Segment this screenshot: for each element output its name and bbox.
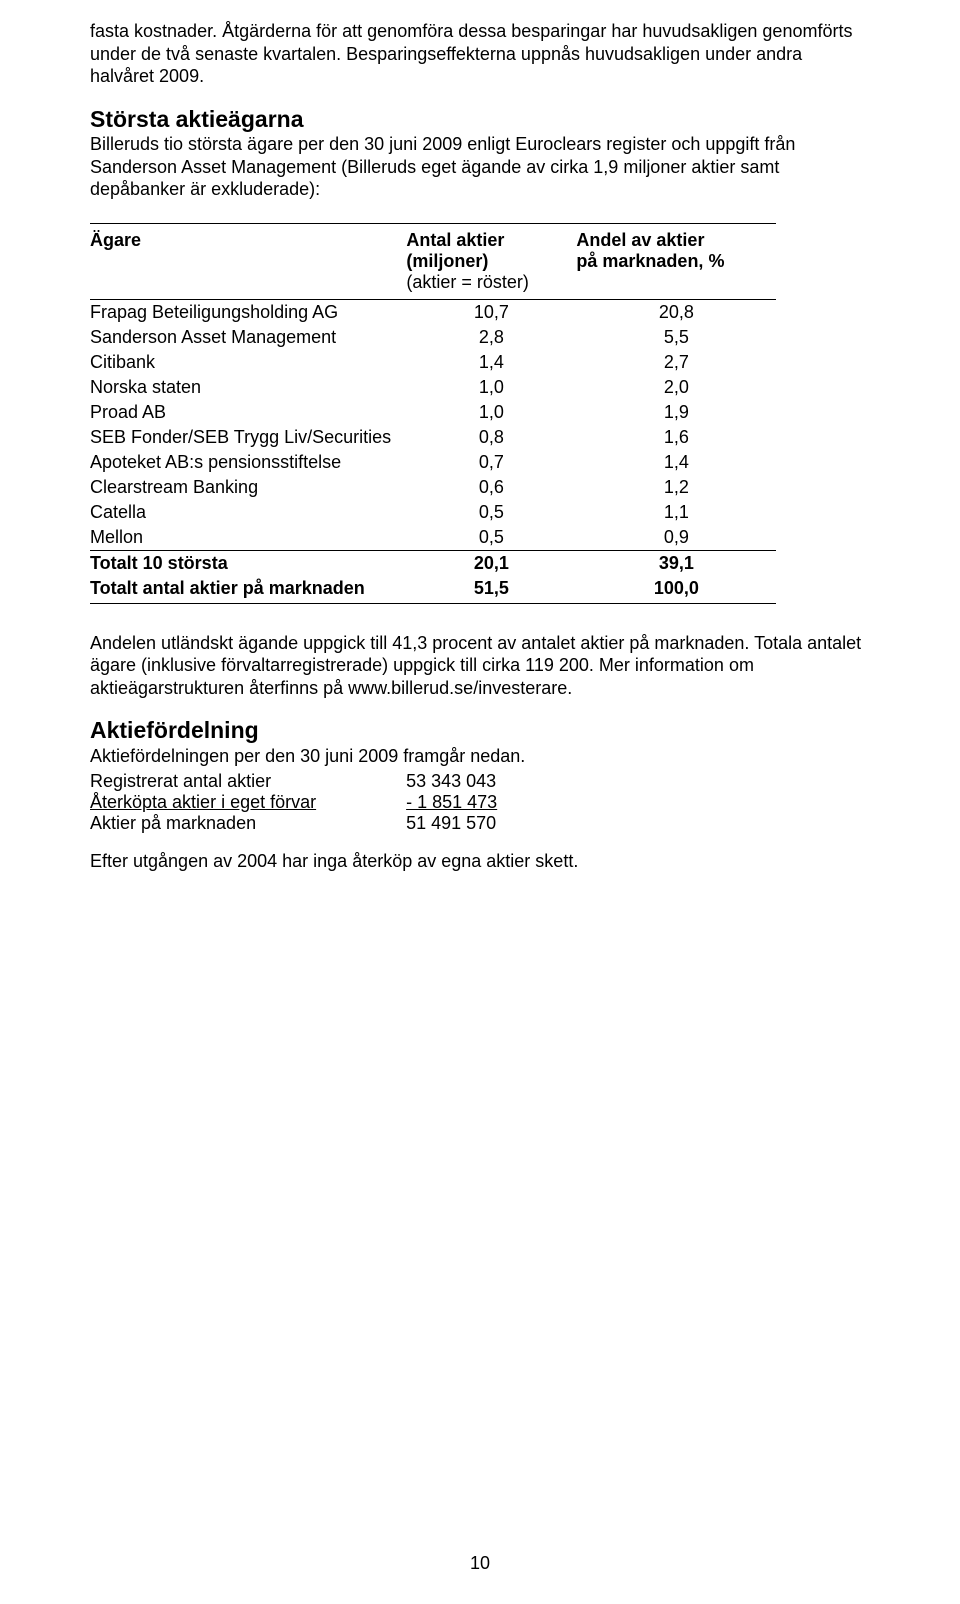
owner-name: Catella (90, 500, 406, 525)
total-name: Totalt antal aktier på marknaden (90, 576, 406, 604)
owner-shares: 0,7 (406, 450, 576, 475)
document-page: fasta kostnader. Åtgärderna för att geno… (0, 0, 960, 1604)
total-pct: 100,0 (576, 576, 776, 604)
table-row: Proad AB 1,0 1,9 (90, 400, 776, 425)
table-row: Frapag Beteiligungsholding AG 10,7 20,8 (90, 299, 776, 325)
totals-row: Totalt antal aktier på marknaden 51,5 10… (90, 576, 776, 604)
owner-name: Mellon (90, 525, 406, 551)
owner-name: Clearstream Banking (90, 475, 406, 500)
col-owner-header: Ägare (90, 223, 406, 299)
table-row: Citibank 1,4 2,7 (90, 350, 776, 375)
owner-name: Norska staten (90, 375, 406, 400)
total-name: Totalt 10 största (90, 550, 406, 576)
total-pct: 39,1 (576, 550, 776, 576)
owner-pct: 1,1 (576, 500, 776, 525)
table-row: Catella 0,5 1,1 (90, 500, 776, 525)
table-row: Mellon 0,5 0,9 (90, 525, 776, 551)
table-row: Sanderson Asset Management 2,8 5,5 (90, 325, 776, 350)
dist-value: - 1 851 473 (406, 792, 497, 813)
owner-name: Frapag Beteiligungsholding AG (90, 299, 406, 325)
table-row: SEB Fonder/SEB Trygg Liv/Securities 0,8 … (90, 425, 776, 450)
distribution-body: Aktiefördelningen per den 30 juni 2009 f… (90, 746, 525, 766)
table-row: Clearstream Banking 0,6 1,2 (90, 475, 776, 500)
table-row: Norska staten 1,0 2,0 (90, 375, 776, 400)
owner-shares: 1,4 (406, 350, 576, 375)
post-table-paragraph: Andelen utländskt ägande uppgick till 41… (90, 632, 870, 700)
owner-pct: 1,2 (576, 475, 776, 500)
owner-name: Citibank (90, 350, 406, 375)
owner-shares: 0,5 (406, 500, 576, 525)
dist-label: Registrerat antal aktier (90, 771, 406, 792)
col-pct-header: Andel av aktier på marknaden, % (576, 223, 776, 299)
distribution-heading: Aktiefördelning (90, 717, 259, 743)
closing-paragraph: Efter utgången av 2004 har inga återköp … (90, 850, 870, 873)
owners-section: Största aktieägarna Billeruds tio störst… (90, 106, 870, 201)
owner-name: SEB Fonder/SEB Trygg Liv/Securities (90, 425, 406, 450)
page-number: 10 (0, 1553, 960, 1574)
owner-shares: 0,8 (406, 425, 576, 450)
owner-name: Proad AB (90, 400, 406, 425)
shares-label1: Antal aktier (406, 230, 504, 250)
owner-label: Ägare (90, 230, 141, 250)
total-shares: 51,5 (406, 576, 576, 604)
pct-label1: Andel av aktier (576, 230, 704, 250)
dist-value: 51 491 570 (406, 813, 497, 834)
distribution-table: Registrerat antal aktier 53 343 043 Åter… (90, 771, 497, 834)
owner-shares: 0,6 (406, 475, 576, 500)
owner-pct: 20,8 (576, 299, 776, 325)
owner-shares: 1,0 (406, 375, 576, 400)
owners-table: Ägare Antal aktier (miljoner) (aktier = … (90, 223, 776, 604)
owners-heading: Största aktieägarna (90, 106, 303, 132)
col-shares-header: Antal aktier (miljoner) (aktier = röster… (406, 223, 576, 299)
owner-pct: 5,5 (576, 325, 776, 350)
owner-pct: 2,0 (576, 375, 776, 400)
dist-label: Aktier på marknaden (90, 813, 406, 834)
pct-label2: på marknaden, % (576, 251, 724, 271)
shares-label3: (aktier = röster) (406, 272, 529, 292)
intro-paragraph: fasta kostnader. Åtgärderna för att geno… (90, 20, 870, 88)
shares-label2: (miljoner) (406, 251, 488, 271)
owner-pct: 1,6 (576, 425, 776, 450)
dist-value: 53 343 043 (406, 771, 497, 792)
table-row: Apoteket AB:s pensionsstiftelse 0,7 1,4 (90, 450, 776, 475)
owner-pct: 1,9 (576, 400, 776, 425)
owner-pct: 2,7 (576, 350, 776, 375)
totals-row: Totalt 10 största 20,1 39,1 (90, 550, 776, 576)
dist-label: Återköpta aktier i eget förvar (90, 792, 406, 813)
owner-name: Sanderson Asset Management (90, 325, 406, 350)
distribution-section: Aktiefördelning Aktiefördelningen per de… (90, 717, 870, 767)
owner-shares: 1,0 (406, 400, 576, 425)
dist-row: Registrerat antal aktier 53 343 043 (90, 771, 497, 792)
owner-shares: 0,5 (406, 525, 576, 551)
total-shares: 20,1 (406, 550, 576, 576)
owner-name: Apoteket AB:s pensionsstiftelse (90, 450, 406, 475)
dist-row: Aktier på marknaden 51 491 570 (90, 813, 497, 834)
dist-row: Återköpta aktier i eget förvar - 1 851 4… (90, 792, 497, 813)
owners-table-header: Ägare Antal aktier (miljoner) (aktier = … (90, 223, 776, 299)
owner-shares: 2,8 (406, 325, 576, 350)
owners-body: Billeruds tio största ägare per den 30 j… (90, 134, 795, 199)
owner-pct: 0,9 (576, 525, 776, 551)
owner-pct: 1,4 (576, 450, 776, 475)
owner-shares: 10,7 (406, 299, 576, 325)
